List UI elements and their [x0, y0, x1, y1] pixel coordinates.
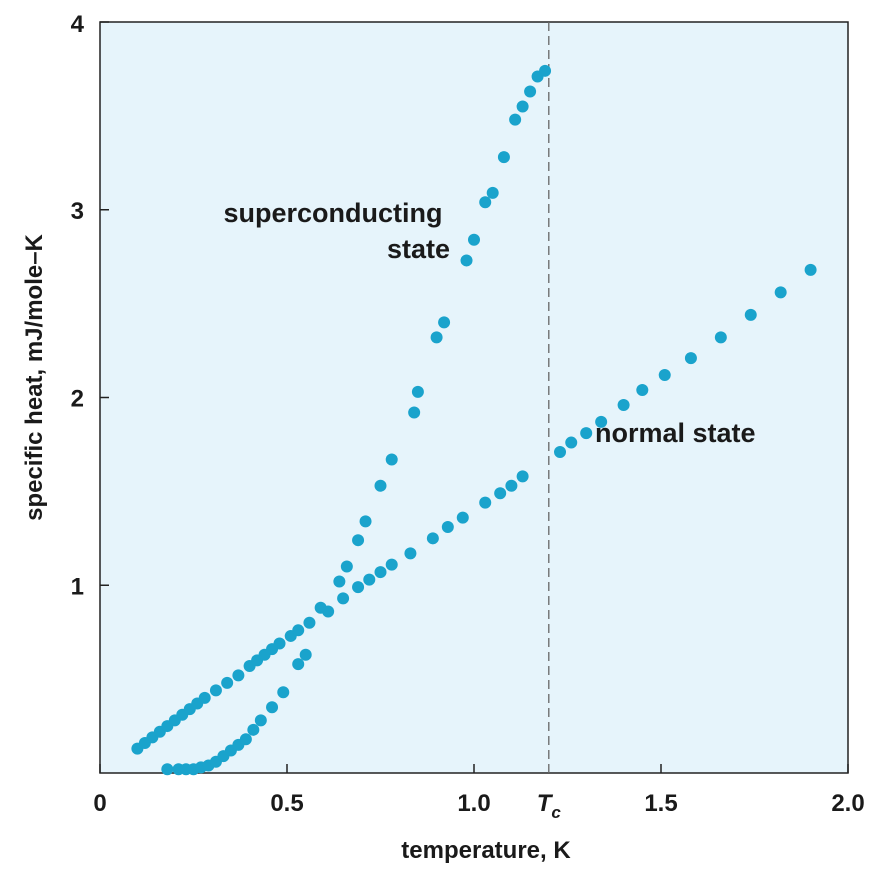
normal-data-point	[404, 547, 417, 560]
normal-data-point	[516, 470, 529, 483]
x-tick-label: 1.5	[644, 790, 677, 817]
normal-data-point	[595, 415, 608, 428]
normal-data-point	[209, 684, 222, 697]
superconducting-data-point	[524, 85, 537, 98]
normal-data-point	[684, 352, 697, 365]
superconducting-data-point	[352, 534, 365, 547]
superconducting-data-point	[161, 763, 174, 776]
plot-background	[99, 21, 849, 774]
superconducting-data-point	[516, 100, 529, 113]
y-tick-label: 2	[71, 386, 84, 413]
normal-data-point	[322, 605, 335, 618]
x-tick-label: 1.0	[457, 790, 490, 817]
normal-data-point	[554, 445, 567, 458]
y-axis-ticks: 1 2 3 4	[71, 11, 109, 600]
superconducting-data-point	[239, 733, 252, 746]
x-tick-label: 0	[93, 790, 106, 817]
superconducting-data-point	[340, 560, 353, 573]
y-tick-label: 4	[71, 11, 85, 38]
superconducting-data-point	[374, 479, 387, 492]
normal-data-point	[292, 624, 305, 637]
y-axis-title: specific heat, mJ/mole–K	[21, 233, 48, 520]
normal-data-point	[426, 532, 439, 545]
superconducting-label-line-2: state	[387, 234, 450, 264]
superconducting-data-point	[411, 385, 424, 398]
normal-data-point	[774, 286, 787, 299]
normal-data-point	[456, 511, 469, 524]
normal-data-point	[385, 558, 398, 571]
normal-data-point	[714, 331, 727, 344]
superconducting-data-point	[509, 113, 522, 126]
normal-data-point	[337, 592, 350, 605]
superconducting-data-point	[385, 453, 398, 466]
y-tick-label: 3	[71, 198, 84, 225]
data-points-group	[131, 64, 817, 776]
y-tick-label: 1	[71, 573, 84, 600]
normal-data-point	[494, 487, 507, 500]
x-axis-title: temperature, K	[401, 837, 571, 864]
superconducting-data-point	[460, 254, 473, 267]
superconducting-data-point	[266, 701, 279, 714]
normal-data-point	[221, 676, 234, 689]
normal-data-point	[352, 581, 365, 594]
normal-data-point	[363, 573, 376, 586]
normal-data-point	[744, 308, 757, 321]
superconducting-data-point	[539, 64, 552, 77]
x-tick-label: 2.0	[831, 790, 864, 817]
normal-data-point	[374, 566, 387, 579]
normal-data-point	[479, 496, 492, 509]
normal-data-point	[636, 383, 649, 396]
normal-data-point	[617, 399, 630, 412]
normal-data-point	[441, 521, 454, 534]
normal-data-point	[580, 427, 593, 440]
normal-data-point	[198, 691, 211, 704]
normal-state-label: normal state	[595, 418, 756, 448]
normal-data-point	[505, 479, 518, 492]
superconducting-data-point	[254, 714, 267, 727]
x-axis-ticks: 0 0.5 1.0 1.5 2.0 Tc	[93, 764, 865, 822]
normal-data-point	[232, 669, 245, 682]
superconducting-data-point	[468, 233, 480, 246]
superconducting-data-point	[292, 658, 305, 671]
tc-tick-label: Tc	[537, 790, 562, 822]
superconducting-data-point	[299, 648, 312, 661]
normal-data-point	[658, 368, 671, 381]
normal-data-point	[303, 616, 316, 629]
superconducting-data-point	[430, 331, 443, 344]
superconducting-data-point	[479, 196, 492, 209]
normal-data-point	[273, 637, 286, 650]
superconducting-data-point	[277, 686, 290, 699]
superconducting-data-point	[333, 575, 346, 588]
normal-data-point	[804, 263, 817, 276]
superconducting-data-point	[359, 515, 372, 528]
superconducting-data-point	[247, 723, 260, 736]
superconducting-data-point	[438, 316, 451, 329]
x-tick-label: 0.5	[270, 790, 303, 817]
superconducting-data-point	[408, 406, 421, 419]
superconducting-data-point	[486, 186, 499, 199]
normal-data-point	[565, 436, 578, 449]
superconducting-label-line-1: superconducting	[223, 198, 442, 228]
superconducting-data-point	[497, 151, 510, 164]
superconducting-state-label: superconducting state	[223, 198, 450, 264]
